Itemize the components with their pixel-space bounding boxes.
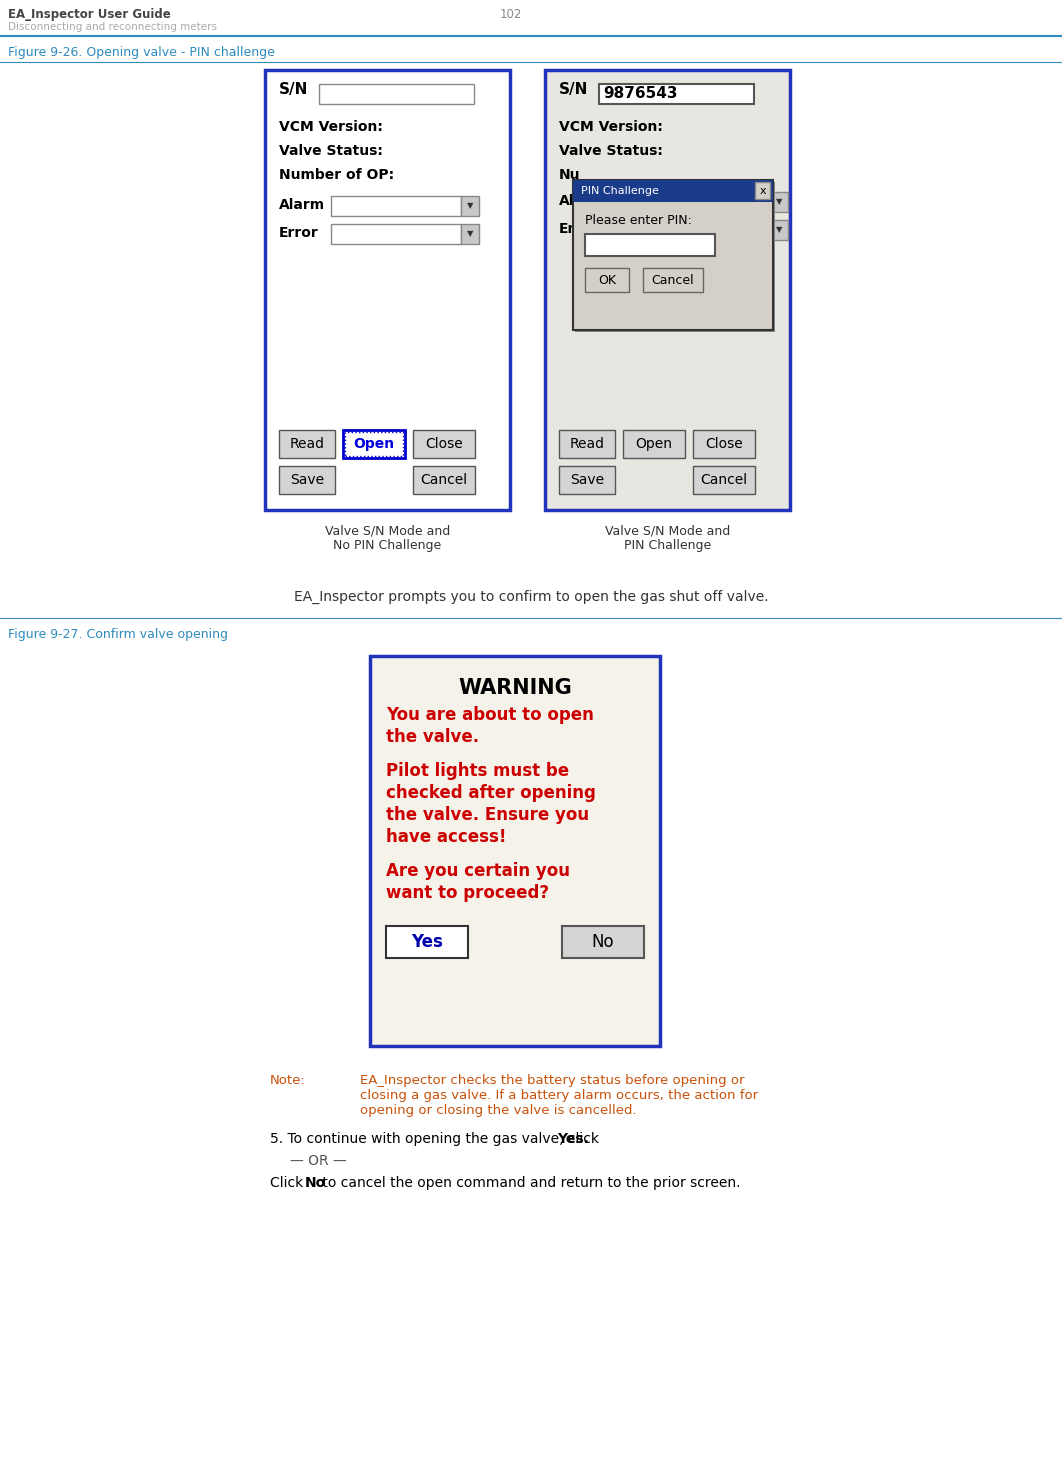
FancyBboxPatch shape bbox=[266, 70, 510, 510]
FancyBboxPatch shape bbox=[343, 430, 405, 457]
Text: ▼: ▼ bbox=[775, 225, 783, 235]
Text: ▼: ▼ bbox=[467, 229, 474, 238]
Text: — OR —: — OR — bbox=[290, 1154, 347, 1167]
FancyBboxPatch shape bbox=[461, 224, 479, 244]
FancyBboxPatch shape bbox=[770, 221, 788, 240]
Text: Save: Save bbox=[290, 473, 324, 487]
FancyBboxPatch shape bbox=[693, 466, 755, 494]
FancyBboxPatch shape bbox=[331, 196, 461, 216]
Text: Please enter PIN:: Please enter PIN: bbox=[585, 213, 691, 226]
Text: Er: Er bbox=[559, 222, 576, 237]
FancyBboxPatch shape bbox=[370, 656, 660, 1046]
Text: S/N: S/N bbox=[279, 82, 308, 96]
FancyBboxPatch shape bbox=[279, 466, 335, 494]
Text: Cancel: Cancel bbox=[421, 473, 467, 487]
FancyBboxPatch shape bbox=[573, 180, 773, 202]
Text: Cancel: Cancel bbox=[701, 473, 748, 487]
Text: PIN Challenge: PIN Challenge bbox=[581, 186, 658, 196]
FancyBboxPatch shape bbox=[585, 267, 629, 292]
Text: Close: Close bbox=[705, 437, 743, 451]
Text: Number of OP:: Number of OP: bbox=[279, 168, 394, 183]
FancyBboxPatch shape bbox=[413, 466, 475, 494]
FancyBboxPatch shape bbox=[693, 430, 755, 457]
Text: want to proceed?: want to proceed? bbox=[386, 884, 549, 901]
Text: Save: Save bbox=[570, 473, 604, 487]
FancyBboxPatch shape bbox=[331, 224, 461, 244]
Text: OK: OK bbox=[598, 273, 616, 286]
Text: checked after opening: checked after opening bbox=[386, 785, 596, 802]
Text: ▼: ▼ bbox=[467, 202, 474, 210]
Text: x: x bbox=[759, 186, 767, 196]
Text: No: No bbox=[305, 1176, 326, 1191]
Text: Nu: Nu bbox=[559, 168, 581, 183]
Text: to cancel the open command and return to the prior screen.: to cancel the open command and return to… bbox=[319, 1176, 740, 1191]
Text: Valve Status:: Valve Status: bbox=[279, 145, 383, 158]
Text: Open: Open bbox=[635, 437, 672, 451]
FancyBboxPatch shape bbox=[562, 926, 644, 958]
Text: Disconnecting and reconnecting meters: Disconnecting and reconnecting meters bbox=[8, 22, 217, 32]
Text: Close: Close bbox=[425, 437, 463, 451]
Text: Ala: Ala bbox=[559, 194, 584, 207]
FancyBboxPatch shape bbox=[585, 234, 715, 256]
Text: VCM Version:: VCM Version: bbox=[559, 120, 663, 134]
FancyBboxPatch shape bbox=[575, 183, 775, 332]
Text: Figure 9-27. Confirm valve opening: Figure 9-27. Confirm valve opening bbox=[8, 628, 228, 641]
Text: Click: Click bbox=[270, 1176, 308, 1191]
Text: Valve S/N Mode and
PIN Challenge: Valve S/N Mode and PIN Challenge bbox=[605, 524, 731, 552]
Text: ▼: ▼ bbox=[775, 197, 783, 206]
Text: Yes.: Yes. bbox=[556, 1132, 588, 1145]
Text: Valve S/N Mode and
No PIN Challenge: Valve S/N Mode and No PIN Challenge bbox=[325, 524, 450, 552]
Text: Read: Read bbox=[290, 437, 325, 451]
FancyBboxPatch shape bbox=[599, 83, 754, 104]
Text: Note:: Note: bbox=[270, 1074, 306, 1087]
FancyBboxPatch shape bbox=[623, 430, 685, 457]
Text: Read: Read bbox=[569, 437, 604, 451]
Text: the valve. Ensure you: the valve. Ensure you bbox=[386, 806, 589, 824]
Text: Open: Open bbox=[354, 437, 395, 451]
Text: 5. To continue with opening the gas valve, click: 5. To continue with opening the gas valv… bbox=[270, 1132, 603, 1145]
Text: EA_Inspector User Guide: EA_Inspector User Guide bbox=[8, 7, 171, 20]
Text: Cancel: Cancel bbox=[652, 273, 695, 286]
FancyBboxPatch shape bbox=[559, 466, 615, 494]
Text: 102: 102 bbox=[500, 7, 523, 20]
Text: WARNING: WARNING bbox=[458, 678, 571, 698]
Text: have access!: have access! bbox=[386, 828, 507, 846]
Text: S/N: S/N bbox=[559, 82, 588, 96]
Text: the valve.: the valve. bbox=[386, 728, 479, 747]
Text: VCM Version:: VCM Version: bbox=[279, 120, 383, 134]
FancyBboxPatch shape bbox=[770, 191, 788, 212]
FancyBboxPatch shape bbox=[279, 430, 335, 457]
FancyBboxPatch shape bbox=[573, 180, 773, 330]
FancyBboxPatch shape bbox=[319, 83, 474, 104]
Text: Error: Error bbox=[279, 226, 319, 240]
Text: No: No bbox=[592, 934, 614, 951]
Text: EA_Inspector prompts you to confirm to open the gas shut off valve.: EA_Inspector prompts you to confirm to o… bbox=[294, 590, 768, 605]
FancyBboxPatch shape bbox=[386, 926, 468, 958]
FancyBboxPatch shape bbox=[559, 430, 615, 457]
Text: Pilot lights must be: Pilot lights must be bbox=[386, 763, 569, 780]
Text: Are you certain you: Are you certain you bbox=[386, 862, 570, 880]
FancyBboxPatch shape bbox=[643, 267, 703, 292]
FancyBboxPatch shape bbox=[545, 70, 790, 510]
Text: 9876543: 9876543 bbox=[603, 86, 678, 101]
FancyBboxPatch shape bbox=[413, 430, 475, 457]
Text: Figure 9-26. Opening valve - PIN challenge: Figure 9-26. Opening valve - PIN challen… bbox=[8, 45, 275, 58]
Text: Valve Status:: Valve Status: bbox=[559, 145, 663, 158]
Text: Yes: Yes bbox=[411, 934, 443, 951]
Text: EA_Inspector checks the battery status before opening or
closing a gas valve. If: EA_Inspector checks the battery status b… bbox=[360, 1074, 758, 1118]
Text: Alarm: Alarm bbox=[279, 199, 325, 212]
FancyBboxPatch shape bbox=[461, 196, 479, 216]
Text: You are about to open: You are about to open bbox=[386, 706, 594, 725]
FancyBboxPatch shape bbox=[755, 183, 770, 199]
